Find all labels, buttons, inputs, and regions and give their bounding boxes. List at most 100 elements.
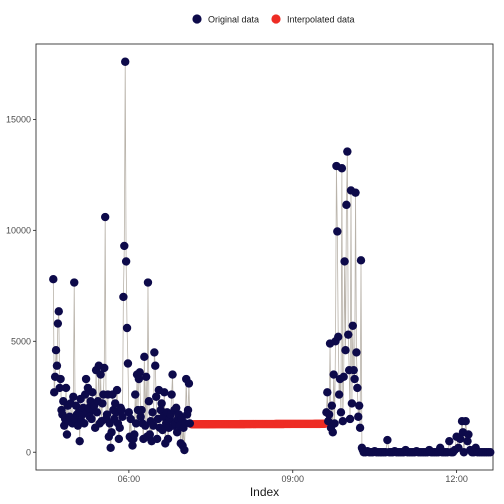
original-point	[334, 332, 343, 342]
original-point	[118, 412, 127, 421]
original-point	[54, 307, 63, 316]
original-point	[130, 430, 139, 439]
original-point	[445, 436, 454, 446]
original-point	[459, 448, 469, 457]
original-point	[55, 383, 64, 393]
original-point	[168, 370, 177, 379]
original-point	[149, 421, 158, 430]
y-tick-label: 5000	[11, 336, 31, 346]
original-point	[106, 443, 115, 453]
original-point	[464, 430, 473, 439]
original-point	[49, 274, 58, 284]
original-point	[340, 257, 349, 266]
original-point	[148, 408, 157, 417]
original-point	[172, 428, 182, 437]
original-point	[123, 359, 133, 368]
original-point	[158, 425, 167, 435]
original-point	[134, 374, 144, 384]
original-point	[330, 419, 339, 428]
original-point	[338, 416, 347, 426]
original-point	[115, 423, 124, 433]
original-point	[327, 401, 337, 410]
original-point	[328, 428, 337, 437]
original-point	[350, 374, 359, 384]
original-point	[337, 164, 347, 173]
original-point	[136, 412, 145, 421]
original-point	[344, 330, 353, 339]
original-point	[354, 412, 363, 421]
original-point	[172, 403, 181, 413]
legend-key-original	[192, 14, 202, 24]
original-point	[355, 423, 365, 433]
original-point	[156, 405, 165, 415]
original-point	[333, 227, 342, 236]
interpolated-points	[187, 419, 329, 429]
original-point	[353, 383, 362, 393]
original-point	[185, 419, 195, 428]
original-point	[324, 410, 334, 419]
original-point	[352, 348, 361, 357]
original-point	[114, 434, 124, 444]
original-point	[53, 319, 63, 328]
original-point	[121, 57, 130, 66]
y-tick-label: 10000	[6, 225, 31, 235]
original-point	[80, 390, 90, 399]
x-tick-label: 12:00	[445, 474, 468, 484]
original-point	[351, 188, 360, 197]
original-point	[122, 323, 132, 333]
original-point	[98, 399, 107, 408]
original-points	[49, 57, 495, 457]
original-point	[131, 419, 141, 428]
original-point	[70, 278, 79, 287]
original-point	[137, 405, 146, 415]
original-point	[52, 361, 62, 370]
original-point	[456, 434, 465, 444]
original-point	[151, 361, 160, 370]
original-point	[183, 405, 193, 415]
original-point	[341, 345, 350, 355]
original-point	[61, 383, 71, 393]
y-axis: 0 5000 10000 15000	[6, 114, 36, 457]
original-point	[336, 408, 346, 417]
original-point	[152, 434, 162, 444]
original-point	[486, 448, 495, 457]
original-point	[87, 414, 96, 424]
original-point	[463, 436, 472, 446]
original-point	[102, 410, 112, 419]
original-point	[145, 430, 154, 439]
original-point	[343, 147, 352, 156]
original-point	[163, 434, 173, 444]
original-point	[140, 352, 149, 362]
original-point	[81, 374, 91, 384]
original-point	[128, 441, 137, 450]
original-point	[141, 372, 151, 382]
original-point	[324, 416, 333, 426]
original-point	[69, 392, 78, 401]
original-point	[157, 399, 166, 408]
legend-label-original: Original data	[208, 15, 259, 25]
x-axis-title: Index	[250, 485, 279, 499]
original-point	[71, 401, 81, 410]
original-point	[461, 416, 470, 426]
original-point	[334, 390, 344, 399]
original-point	[131, 390, 140, 399]
x-axis: 06:00 09:00 12:00	[118, 470, 468, 484]
original-point	[62, 430, 72, 439]
original-point	[124, 408, 134, 417]
original-point	[80, 419, 89, 428]
original-point	[345, 414, 355, 424]
y-tick-label: 0	[26, 447, 31, 457]
legend-key-interpolated	[271, 14, 281, 24]
original-point	[184, 379, 194, 388]
original-point	[121, 257, 131, 266]
original-point	[75, 436, 84, 446]
original-point	[120, 241, 129, 251]
original-point	[112, 385, 122, 395]
original-point	[119, 292, 128, 302]
original-point	[117, 405, 126, 415]
original-point	[167, 390, 176, 399]
legend: Original data Interpolated data	[192, 14, 355, 25]
original-point	[56, 374, 65, 384]
original-point	[356, 256, 366, 265]
